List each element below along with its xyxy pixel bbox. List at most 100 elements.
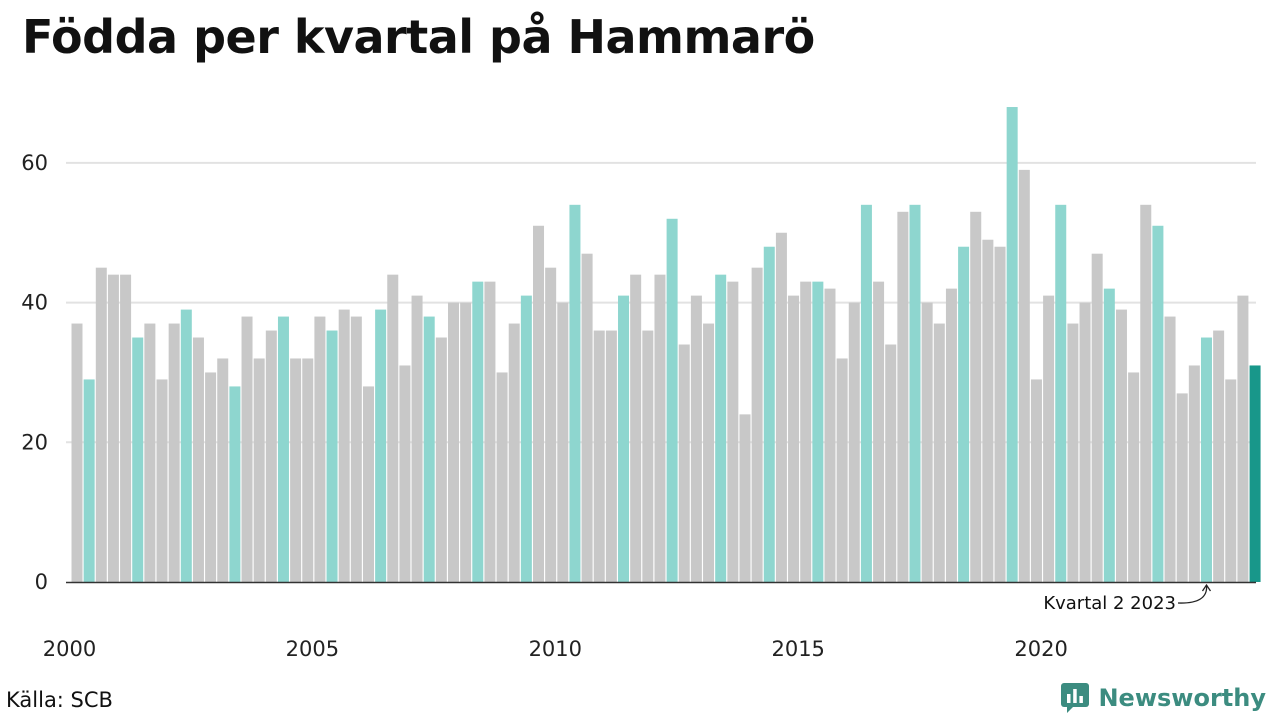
bar — [545, 267, 557, 582]
bar — [1225, 379, 1237, 582]
bar — [1055, 204, 1067, 582]
bar — [435, 337, 447, 582]
bar — [1018, 169, 1030, 582]
bar — [933, 323, 945, 582]
bar — [217, 358, 229, 582]
bar — [727, 281, 739, 582]
bar — [921, 302, 933, 582]
bar — [302, 358, 314, 582]
bar — [120, 274, 132, 582]
bar — [1043, 295, 1055, 582]
bar — [375, 309, 387, 582]
bar — [654, 274, 666, 582]
bar — [508, 323, 520, 582]
bar — [605, 330, 617, 582]
x-tick-label: 2015 — [771, 637, 824, 661]
y-tick-label: 0 — [35, 570, 48, 594]
bar — [836, 358, 848, 582]
annotation-label: Kvartal 2 2023 — [1043, 593, 1176, 614]
bar — [982, 239, 994, 583]
bar — [241, 316, 253, 582]
bar — [387, 274, 399, 582]
bar — [520, 295, 532, 582]
bar — [460, 302, 472, 582]
bar — [642, 330, 654, 582]
bar — [751, 267, 763, 582]
bar — [71, 323, 83, 582]
x-tick-label: 2020 — [1014, 637, 1067, 661]
bar — [860, 204, 872, 582]
bar — [83, 379, 95, 582]
bar — [496, 372, 508, 582]
bar — [1091, 253, 1103, 582]
bar — [399, 365, 411, 582]
bar — [970, 211, 982, 583]
x-tick-label: 2010 — [529, 637, 582, 661]
bar — [423, 316, 435, 582]
bar — [909, 204, 921, 582]
brand-logo[interactable]: Newsworthy — [1060, 682, 1266, 714]
bar — [350, 316, 362, 582]
y-axis-tick-labels: 0 20 40 60 — [21, 151, 48, 594]
bar — [775, 232, 787, 582]
source-note: Källa: SCB — [6, 688, 113, 712]
bar — [1176, 393, 1188, 582]
x-axis-tick-labels: 2000 2005 2010 2015 2020 — [43, 637, 1068, 661]
bar — [848, 302, 860, 582]
bar — [897, 211, 909, 583]
annotation-arrow — [1177, 584, 1208, 604]
y-tick-label: 20 — [21, 430, 48, 454]
bar — [581, 253, 593, 582]
bar — [1152, 225, 1164, 582]
bar — [945, 288, 957, 582]
bar — [678, 344, 690, 582]
y-tick-label: 60 — [21, 151, 48, 175]
bar — [229, 386, 241, 582]
bar — [107, 274, 119, 582]
bar — [265, 330, 277, 582]
bar — [873, 281, 885, 582]
bar — [314, 316, 326, 582]
bar — [144, 323, 156, 582]
bar — [666, 218, 678, 582]
y-tick-label: 40 — [21, 291, 48, 315]
annotation: Kvartal 2 2023 — [1043, 583, 1212, 614]
bar — [1200, 337, 1212, 582]
bar — [132, 337, 144, 582]
bar — [1213, 330, 1225, 582]
bar — [630, 274, 642, 582]
bar — [362, 386, 374, 582]
bar — [885, 344, 897, 582]
bars — [71, 107, 1261, 583]
bar — [715, 274, 727, 582]
bar — [739, 414, 751, 582]
bar — [411, 295, 423, 582]
bar — [569, 204, 581, 582]
bar — [447, 302, 459, 582]
chart-logo-icon — [1061, 683, 1090, 713]
bar — [812, 281, 824, 582]
bar — [690, 295, 702, 582]
bar — [277, 316, 289, 582]
bar — [472, 281, 484, 582]
bar — [338, 309, 350, 582]
bar — [763, 246, 775, 582]
bar — [533, 225, 545, 582]
bar — [1103, 288, 1115, 582]
bar — [824, 288, 836, 582]
bar — [1188, 365, 1200, 582]
bar — [1249, 365, 1261, 582]
bar — [1128, 372, 1140, 582]
bar — [168, 323, 180, 582]
bar — [788, 295, 800, 582]
bar — [290, 358, 302, 582]
brand-name: Newsworthy — [1098, 684, 1266, 712]
bar — [1115, 309, 1127, 582]
bar — [1079, 302, 1091, 582]
bar — [1237, 295, 1249, 582]
x-tick-label: 2005 — [286, 637, 339, 661]
bar — [205, 372, 217, 582]
bar — [156, 379, 168, 582]
bar — [958, 246, 970, 582]
bar — [484, 281, 496, 582]
